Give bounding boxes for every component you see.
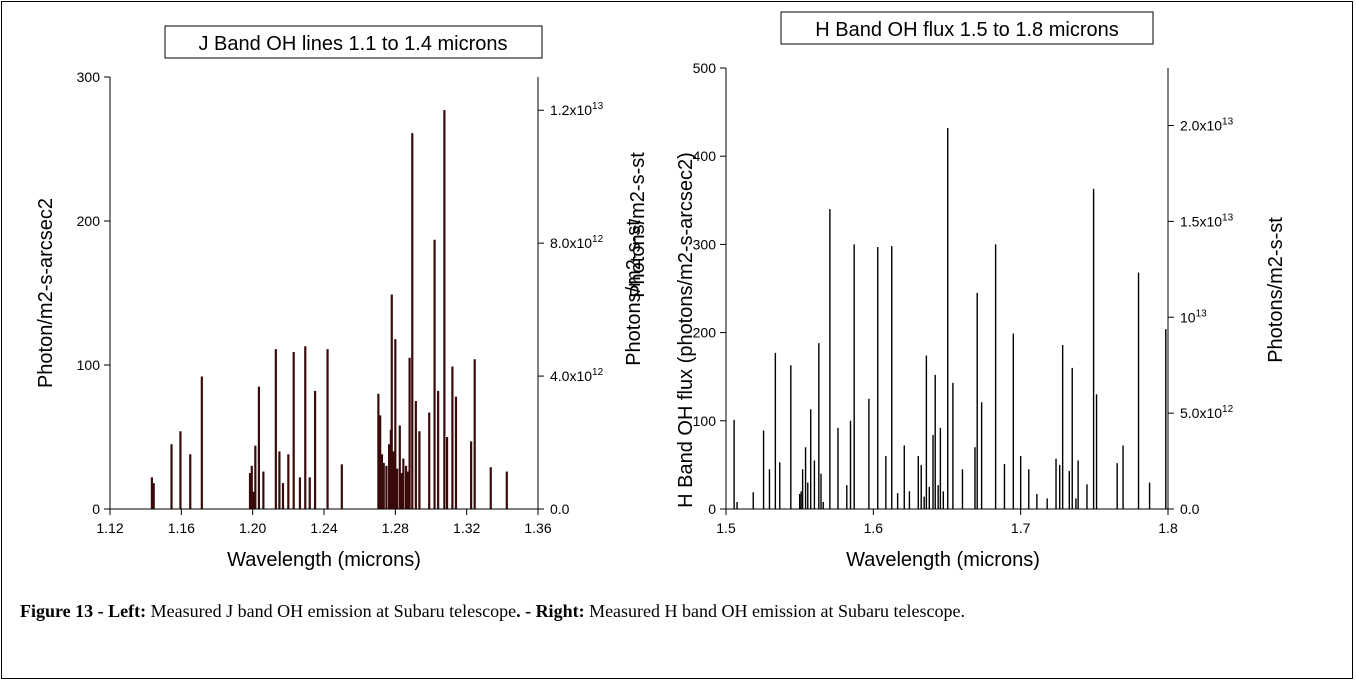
- right-tick-label: 4.0x1012: [550, 367, 604, 384]
- caption-right-label: Right:: [535, 601, 585, 621]
- y-tick-label: 300: [693, 236, 717, 252]
- right-tick-label: 1.5x1013: [1180, 212, 1234, 229]
- caption-left-text: Measured J band OH emission at Subaru te…: [146, 601, 517, 621]
- caption-right-text: Measured H band OH emission at Subaru te…: [584, 601, 965, 621]
- x-tick-label: 1.28: [382, 520, 409, 536]
- y-tick-label: 200: [77, 213, 101, 229]
- h-right-ticks: 0.0 5.0x1012 1013 1.5x1013 2.0x1013: [1168, 117, 1234, 517]
- right-tick-label: 0.0: [550, 501, 570, 517]
- right-tick-label: 5.0x1012: [1180, 404, 1234, 421]
- j-x-ticks: 1.12 1.16 1.20 1.24 1.28 1.32 1.36: [96, 509, 552, 536]
- right-tick-label: 8.0x1012: [550, 234, 604, 251]
- right-tick-label: 0.0: [1180, 501, 1200, 517]
- x-tick-label: 1.24: [310, 520, 337, 536]
- y-tick-label: 500: [693, 60, 717, 76]
- y-tick-label: 100: [77, 357, 101, 373]
- y-tick-label: 0: [92, 501, 100, 517]
- h-y-label: H Band OH flux (photons/m2-s-arcsec2): [675, 152, 697, 508]
- y-tick-label: 0: [708, 501, 716, 517]
- figure-caption: Figure 13 - Left: Measured J band OH emi…: [20, 601, 965, 622]
- x-tick-label: 1.7: [1011, 520, 1031, 536]
- j-band-chart: J Band OH lines 1.1 to 1.4 microns 1.12 1…: [35, 25, 645, 571]
- h-x-label: Wavelength (microns): [846, 549, 1040, 571]
- x-tick-label: 1.16: [168, 520, 195, 536]
- h-y-label-2: Photons/m2-s-st: [627, 152, 649, 298]
- h-band-chart: H Band OH flux 1.5 to 1.8 microns 1.5 1.6…: [627, 11, 1287, 571]
- y-tick-label: 300: [77, 69, 101, 85]
- j-y-label: Photon/m2-s-arcsec2: [35, 198, 57, 388]
- right-tick-label: 1013: [1180, 308, 1207, 325]
- h-emission-lines: [733, 127, 1167, 509]
- j-emission-lines: [150, 110, 508, 509]
- x-tick-label: 1.8: [1158, 520, 1178, 536]
- j-title: J Band OH lines 1.1 to 1.4 microns: [198, 33, 507, 55]
- x-tick-label: 1.32: [453, 520, 480, 536]
- j-title-box: [164, 25, 543, 59]
- j-y-ticks: 0 100 200 300: [77, 69, 110, 517]
- y-tick-label: 100: [693, 413, 717, 429]
- j-right-y-label: Photons/m2-s-st: [623, 220, 645, 366]
- x-tick-label: 1.12: [96, 520, 123, 536]
- h-right-y-label: Photons/m2-s-st: [1265, 217, 1287, 363]
- x-tick-label: 1.6: [864, 520, 884, 536]
- y-tick-label: 200: [693, 325, 717, 341]
- j-x-label: Wavelength (microns): [227, 549, 421, 571]
- right-tick-label: 2.0x1013: [1180, 117, 1234, 134]
- y-tick-label: 400: [693, 148, 717, 164]
- h-y-ticks: 0 100 200 300 400 500: [693, 60, 726, 517]
- caption-number: Figure 13 -: [20, 601, 109, 621]
- x-tick-label: 1.20: [239, 520, 266, 536]
- j-right-ticks: 0.0 4.0x1012 8.0x1012 1.2x1013: [538, 101, 604, 517]
- x-tick-label: 1.5: [716, 520, 736, 536]
- caption-separator: . -: [516, 601, 536, 621]
- h-title-box: [780, 11, 1154, 45]
- right-tick-label: 1.2x1013: [550, 101, 604, 118]
- h-x-ticks: 1.5 1.6 1.7 1.8: [716, 509, 1178, 536]
- figure-charts: J Band OH lines 1.1 to 1.4 microns 1.12 1…: [35, 11, 1287, 571]
- h-title: H Band OH flux 1.5 to 1.8 microns: [815, 19, 1118, 41]
- caption-left-label: Left:: [108, 601, 147, 621]
- x-tick-label: 1.36: [524, 520, 551, 536]
